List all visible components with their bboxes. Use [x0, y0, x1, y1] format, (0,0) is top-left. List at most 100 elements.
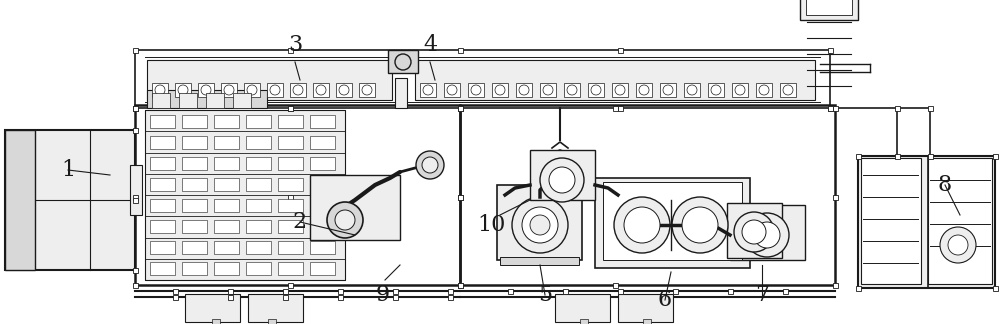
Circle shape	[672, 197, 728, 253]
Bar	[246, 262, 271, 275]
Circle shape	[339, 85, 349, 95]
Bar	[150, 220, 175, 233]
Bar	[338, 295, 342, 299]
Circle shape	[591, 85, 601, 95]
Circle shape	[663, 85, 673, 95]
Text: 3: 3	[288, 34, 302, 56]
Bar	[992, 285, 998, 291]
Bar	[828, 106, 832, 110]
Bar	[588, 83, 604, 97]
Bar	[182, 115, 207, 128]
Bar	[856, 154, 860, 158]
Circle shape	[735, 85, 745, 95]
Bar	[132, 268, 138, 272]
Bar	[182, 199, 207, 212]
Bar	[800, 0, 858, 20]
Text: 5: 5	[538, 284, 552, 306]
Bar	[150, 199, 175, 212]
Bar	[310, 220, 335, 233]
Bar	[221, 83, 237, 97]
Bar	[643, 319, 651, 324]
Bar	[672, 288, 678, 294]
Bar	[173, 295, 178, 299]
Bar	[182, 178, 207, 191]
Bar	[395, 78, 407, 108]
Circle shape	[178, 85, 188, 95]
Text: 2: 2	[293, 211, 307, 233]
Circle shape	[519, 85, 529, 95]
Bar	[832, 194, 838, 200]
Bar	[415, 60, 815, 100]
Circle shape	[362, 85, 372, 95]
Circle shape	[530, 215, 550, 235]
Circle shape	[447, 85, 457, 95]
Bar	[152, 83, 168, 97]
Bar	[458, 106, 462, 110]
Bar	[214, 157, 239, 170]
Bar	[684, 83, 700, 97]
Circle shape	[471, 85, 481, 95]
Bar	[618, 106, 622, 110]
Circle shape	[783, 85, 793, 95]
Circle shape	[335, 210, 355, 230]
Circle shape	[247, 85, 257, 95]
Circle shape	[512, 197, 568, 253]
Bar	[246, 241, 271, 254]
Bar	[150, 115, 175, 128]
Bar	[508, 288, 512, 294]
Bar	[246, 199, 271, 212]
Bar	[278, 199, 303, 212]
Bar	[214, 136, 239, 149]
Bar	[132, 198, 138, 202]
Bar	[928, 154, 932, 158]
Bar	[730, 205, 805, 260]
Bar	[214, 241, 239, 254]
Bar	[460, 105, 835, 285]
Bar	[530, 150, 595, 200]
Bar	[150, 157, 175, 170]
Bar	[214, 262, 239, 275]
Bar	[132, 106, 138, 110]
Bar	[756, 83, 772, 97]
Bar	[392, 295, 398, 299]
Bar	[708, 83, 724, 97]
Bar	[185, 294, 240, 322]
Bar	[895, 106, 900, 110]
Bar	[564, 83, 580, 97]
Bar	[198, 83, 214, 97]
Bar	[228, 288, 232, 294]
Bar	[492, 83, 508, 97]
Bar	[150, 136, 175, 149]
Bar	[612, 194, 618, 200]
Bar	[388, 50, 418, 73]
Bar	[928, 106, 932, 110]
Bar	[5, 130, 35, 270]
Bar	[246, 136, 271, 149]
Bar	[206, 93, 224, 108]
Circle shape	[543, 85, 553, 95]
Text: 6: 6	[658, 289, 672, 311]
Bar	[618, 288, 622, 294]
Bar	[858, 156, 995, 288]
Bar	[268, 319, 276, 324]
Bar	[540, 83, 556, 97]
Bar	[392, 288, 398, 294]
Bar	[278, 241, 303, 254]
Bar	[278, 220, 303, 233]
Circle shape	[327, 202, 363, 238]
Bar	[562, 288, 568, 294]
Circle shape	[316, 85, 326, 95]
Circle shape	[948, 235, 968, 255]
Circle shape	[495, 85, 505, 95]
Bar	[636, 83, 652, 97]
Bar	[458, 283, 462, 287]
Bar	[313, 83, 329, 97]
Circle shape	[624, 207, 660, 243]
Circle shape	[293, 85, 303, 95]
Bar	[283, 288, 288, 294]
Bar	[212, 319, 220, 324]
Text: 4: 4	[423, 34, 437, 56]
Bar	[660, 83, 676, 97]
Circle shape	[687, 85, 697, 95]
Circle shape	[549, 167, 575, 193]
